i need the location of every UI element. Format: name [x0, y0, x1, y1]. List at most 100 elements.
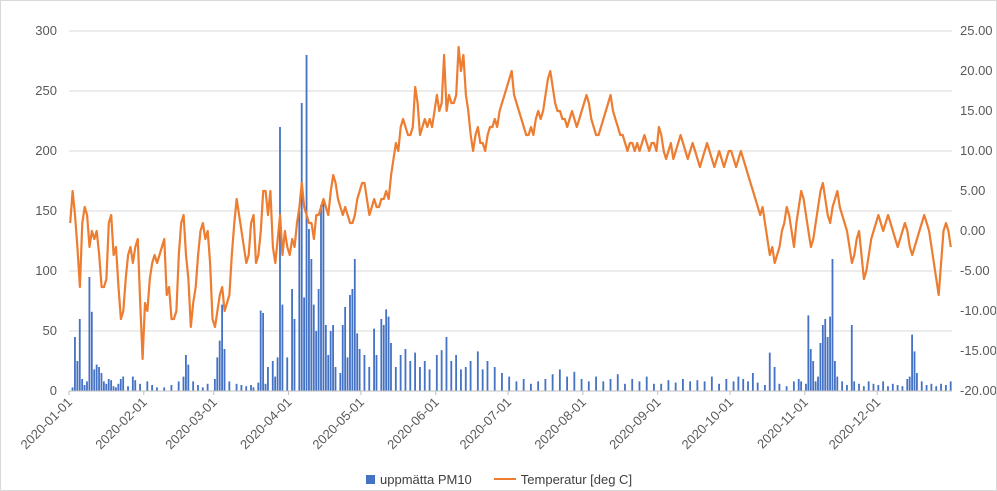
pm10-bar	[271, 361, 274, 391]
pm10-bar	[110, 380, 113, 391]
y-left-tick-label: 150	[35, 203, 57, 218]
pm10-bar	[259, 310, 262, 391]
pm10-bar	[469, 361, 472, 391]
pm10-bar	[751, 373, 754, 391]
pm10-bar	[944, 385, 947, 391]
pm10-bars	[71, 55, 952, 391]
pm10-bar	[807, 315, 810, 391]
pm10-bar	[380, 319, 383, 391]
pm10-bar	[906, 379, 909, 391]
pm10-bar	[792, 381, 795, 391]
pm10-bar	[197, 385, 199, 391]
pm10-bar	[935, 386, 938, 391]
pm10-bar	[826, 337, 829, 391]
pm10-bar	[747, 381, 749, 391]
pm10-bar	[853, 381, 856, 391]
pm10-bar	[303, 297, 306, 391]
pm10-bar	[293, 319, 296, 391]
pm10-bar	[809, 349, 812, 391]
legend: uppmätta PM10 Temperatur [deg C]	[366, 471, 632, 487]
pm10-bar	[235, 383, 238, 391]
pm10-bar	[901, 386, 904, 391]
y-left-tick-label: 100	[35, 263, 57, 278]
pm10-bar	[819, 343, 822, 391]
pm10-bar	[737, 376, 740, 391]
y-right-tick-label: -10.00	[960, 303, 996, 318]
legend-item-temperature: Temperatur [deg C]	[493, 471, 633, 487]
pm10-bar	[602, 381, 605, 391]
pm10-bar	[435, 355, 438, 391]
pm10-bar	[566, 376, 568, 391]
legend-swatch-temperature	[493, 478, 516, 480]
pm10-bar	[812, 361, 815, 391]
pm10-bar	[638, 381, 641, 391]
pm10-bar	[358, 349, 361, 391]
pm10-bar	[464, 367, 467, 391]
pm10-bar	[609, 379, 612, 391]
pm10-bar	[344, 307, 347, 391]
pm10-bar	[115, 387, 117, 391]
x-tick-label: 2020-03-01	[162, 395, 220, 453]
pm10-bar	[88, 277, 91, 391]
y-right-tick-label: 10.00	[960, 143, 993, 158]
y-right-tick-label: -5.00	[960, 263, 990, 278]
pm10-bar	[163, 387, 166, 391]
pm10-bar	[329, 331, 332, 391]
pm10-bar	[332, 325, 334, 391]
gridlines	[69, 30, 952, 332]
pm10-bar	[476, 351, 479, 391]
pm10-bar	[460, 369, 462, 391]
pm10-bar	[322, 199, 325, 391]
pm10-bar	[387, 316, 390, 391]
pm10-bar	[913, 351, 916, 391]
pm10-bar	[764, 385, 766, 391]
pm10-bar	[394, 367, 397, 391]
pm10-bar	[616, 374, 619, 391]
pm10-bar	[107, 379, 110, 391]
pm10-bar	[595, 376, 597, 391]
pm10-bar	[530, 383, 532, 391]
pm10-bar	[334, 367, 337, 391]
pm10-bar	[339, 373, 342, 391]
pm10-bar	[221, 304, 224, 391]
pm10-bar	[315, 331, 318, 391]
legend-label-temperature: Temperatur [deg C]	[520, 471, 633, 487]
pm10-bar	[134, 380, 137, 391]
y-right-tick-label: 0.00	[960, 223, 985, 238]
pm10-bar	[182, 376, 185, 391]
pm10-bar	[305, 55, 308, 391]
pm10-bar	[317, 289, 320, 391]
pm10-bar	[877, 385, 880, 391]
temperature-line-group	[69, 45, 952, 361]
pm10-bar	[71, 387, 74, 391]
pm10-bar	[522, 379, 525, 391]
pm10-bar	[493, 367, 496, 391]
pm10-bar	[324, 325, 327, 391]
pm10-bar	[252, 387, 255, 391]
pm10-bar	[732, 381, 735, 391]
pm10-bar	[117, 383, 120, 391]
pm10-bar	[390, 343, 392, 391]
y-right-tick-label: 5.00	[960, 183, 985, 198]
pm10-bar	[440, 350, 443, 391]
pm10-bar	[821, 325, 824, 391]
pm10-bar	[414, 352, 417, 391]
pm10-bar	[86, 381, 88, 391]
pm10-bar	[187, 364, 190, 391]
pm10-bar	[645, 376, 648, 391]
pm10-bar	[908, 376, 911, 391]
pm10-bar	[385, 309, 388, 391]
pm10-bar	[916, 373, 918, 391]
pm10-bar	[216, 357, 219, 391]
pm10-bar	[250, 385, 252, 391]
pm10-bar	[213, 379, 216, 391]
pm10-bar	[573, 371, 576, 391]
pm10-bar	[660, 383, 663, 391]
pm10-bar	[631, 379, 634, 391]
pm10-bar	[455, 355, 458, 391]
pm10-bar	[814, 381, 817, 391]
y-left-tick-label: 200	[35, 143, 57, 158]
pm10-bar	[580, 379, 583, 391]
pm10-bar	[537, 381, 540, 391]
